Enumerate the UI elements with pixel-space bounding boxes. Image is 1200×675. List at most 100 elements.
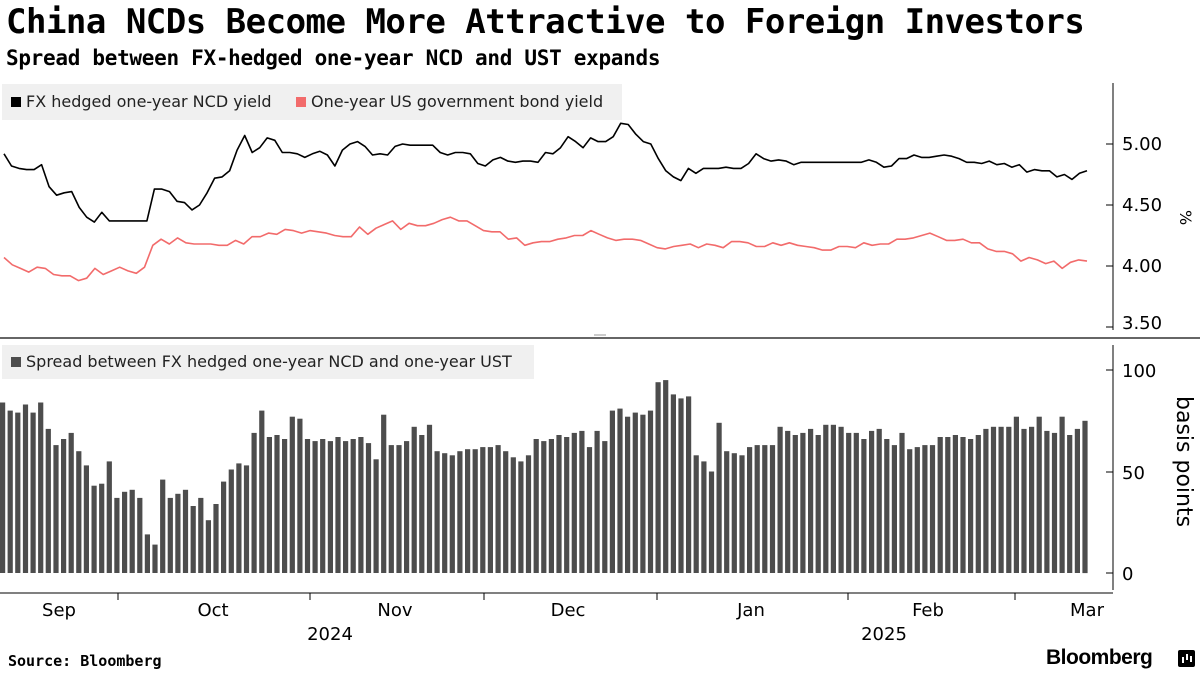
spread-bar — [693, 455, 699, 573]
spread-bar — [739, 455, 745, 573]
spread-bar — [350, 439, 356, 573]
spread-bar — [15, 412, 21, 573]
x-month-label: Oct — [197, 600, 228, 621]
bottom-legend: Spread between FX hedged one-year NCD an… — [2, 345, 534, 379]
spread-bar — [914, 447, 920, 573]
spread-bar — [381, 414, 387, 573]
spread-bar — [91, 485, 97, 573]
spread-bar — [632, 412, 638, 573]
spread-bar — [228, 469, 234, 573]
spread-bar — [853, 432, 859, 573]
spread-bar — [792, 435, 798, 573]
spread-bar — [602, 441, 608, 573]
bloomberg-logo: Bloomberg — [1046, 646, 1153, 669]
spread-bar — [457, 451, 463, 573]
spread-bar — [373, 459, 379, 573]
spread-bar — [365, 443, 372, 573]
spread-bar — [800, 432, 806, 573]
spread-bar — [579, 430, 585, 573]
spread-bar — [525, 455, 532, 573]
top-y-axis-label: % — [1176, 210, 1195, 225]
legend-label-spread: Spread between FX hedged one-year NCD an… — [26, 352, 512, 371]
top-legend-background — [2, 84, 622, 120]
top-y-axis: 5.00 4.50 4.00 3.50 % — [1106, 83, 1195, 334]
spread-bar — [1006, 426, 1012, 573]
spread-bar — [343, 441, 349, 573]
spread-bar — [0, 402, 6, 573]
spread-bar — [388, 445, 394, 573]
spread-bar — [182, 489, 189, 573]
spread-bar — [1021, 428, 1027, 573]
spread-bar — [838, 426, 844, 573]
legend-label-ncd: FX hedged one-year NCD yield — [26, 92, 272, 111]
spread-bar — [975, 435, 981, 573]
spread-bar — [625, 416, 631, 573]
spread-bar — [861, 439, 867, 573]
spread-bar — [335, 437, 341, 573]
legend-swatch-ust — [296, 97, 306, 107]
x-month-label: Mar — [1070, 600, 1105, 621]
spread-bar — [167, 497, 173, 573]
spread-bar — [983, 428, 989, 573]
x-year-label: 2025 — [861, 624, 907, 645]
spread-bar — [22, 404, 29, 573]
spread-bar — [205, 520, 211, 573]
spread-bar — [297, 418, 303, 573]
x-month-label: Dec — [551, 600, 586, 621]
spread-bar — [404, 441, 410, 573]
spread-bar — [76, 451, 82, 573]
spread-bar — [663, 380, 669, 573]
spread-bar — [617, 408, 623, 573]
spread-bar — [594, 430, 600, 573]
spread-bar — [830, 424, 836, 573]
yield-lines — [3, 122, 1088, 282]
spread-bar — [754, 445, 760, 573]
spread-bar — [274, 435, 280, 573]
spread-bar — [320, 439, 326, 573]
legend-label-ust: One-year US government bond yield — [311, 92, 603, 111]
spread-bar — [198, 497, 204, 573]
x-axis: Sep Oct Nov Dec Jan Feb Mar 2024 2025 — [0, 592, 1113, 645]
spread-bar — [533, 439, 539, 573]
spread-bar — [990, 426, 997, 573]
spread-bar — [907, 449, 913, 573]
spread-bar — [518, 461, 524, 573]
spread-bar — [213, 504, 219, 573]
x-year-label: 2024 — [307, 624, 353, 645]
spread-bar — [564, 437, 570, 573]
bloomberg-terminal-icon — [1178, 650, 1195, 667]
spread-bar — [442, 453, 448, 573]
spread-bar — [1082, 420, 1088, 574]
spread-bar — [449, 455, 455, 573]
spread-bar — [68, 432, 74, 573]
spread-bar — [769, 445, 776, 573]
spread-bar — [221, 481, 227, 573]
spread-bar — [99, 483, 105, 573]
spread-bar — [396, 445, 402, 573]
spread-bar — [670, 394, 676, 573]
spread-bar — [83, 465, 89, 573]
spread-bar — [785, 430, 791, 573]
bottom-y-tick-label: 50 — [1122, 463, 1145, 484]
top-legend: FX hedged one-year NCD yield One-year US… — [2, 84, 622, 120]
spread-bar — [426, 424, 433, 573]
spread-bar — [45, 428, 51, 573]
spread-bar — [548, 439, 554, 573]
spread-bar — [640, 414, 646, 573]
spread-bar — [38, 402, 44, 573]
spread-bar — [808, 428, 814, 573]
spread-bar — [190, 506, 196, 573]
spread-bar — [891, 445, 897, 573]
spread-bar — [243, 465, 250, 573]
spread-bar — [747, 447, 753, 573]
ncd-yield-line — [3, 122, 1088, 223]
spread-bar — [655, 382, 661, 573]
spread-bar — [686, 396, 692, 573]
spread-bar — [327, 441, 333, 573]
spread-bar — [175, 493, 181, 573]
legend-swatch-spread — [11, 357, 21, 367]
spread-bar — [152, 544, 158, 573]
source-note: Source: Bloomberg — [8, 652, 162, 670]
spread-bar — [251, 432, 257, 573]
spread-bar — [884, 439, 890, 573]
